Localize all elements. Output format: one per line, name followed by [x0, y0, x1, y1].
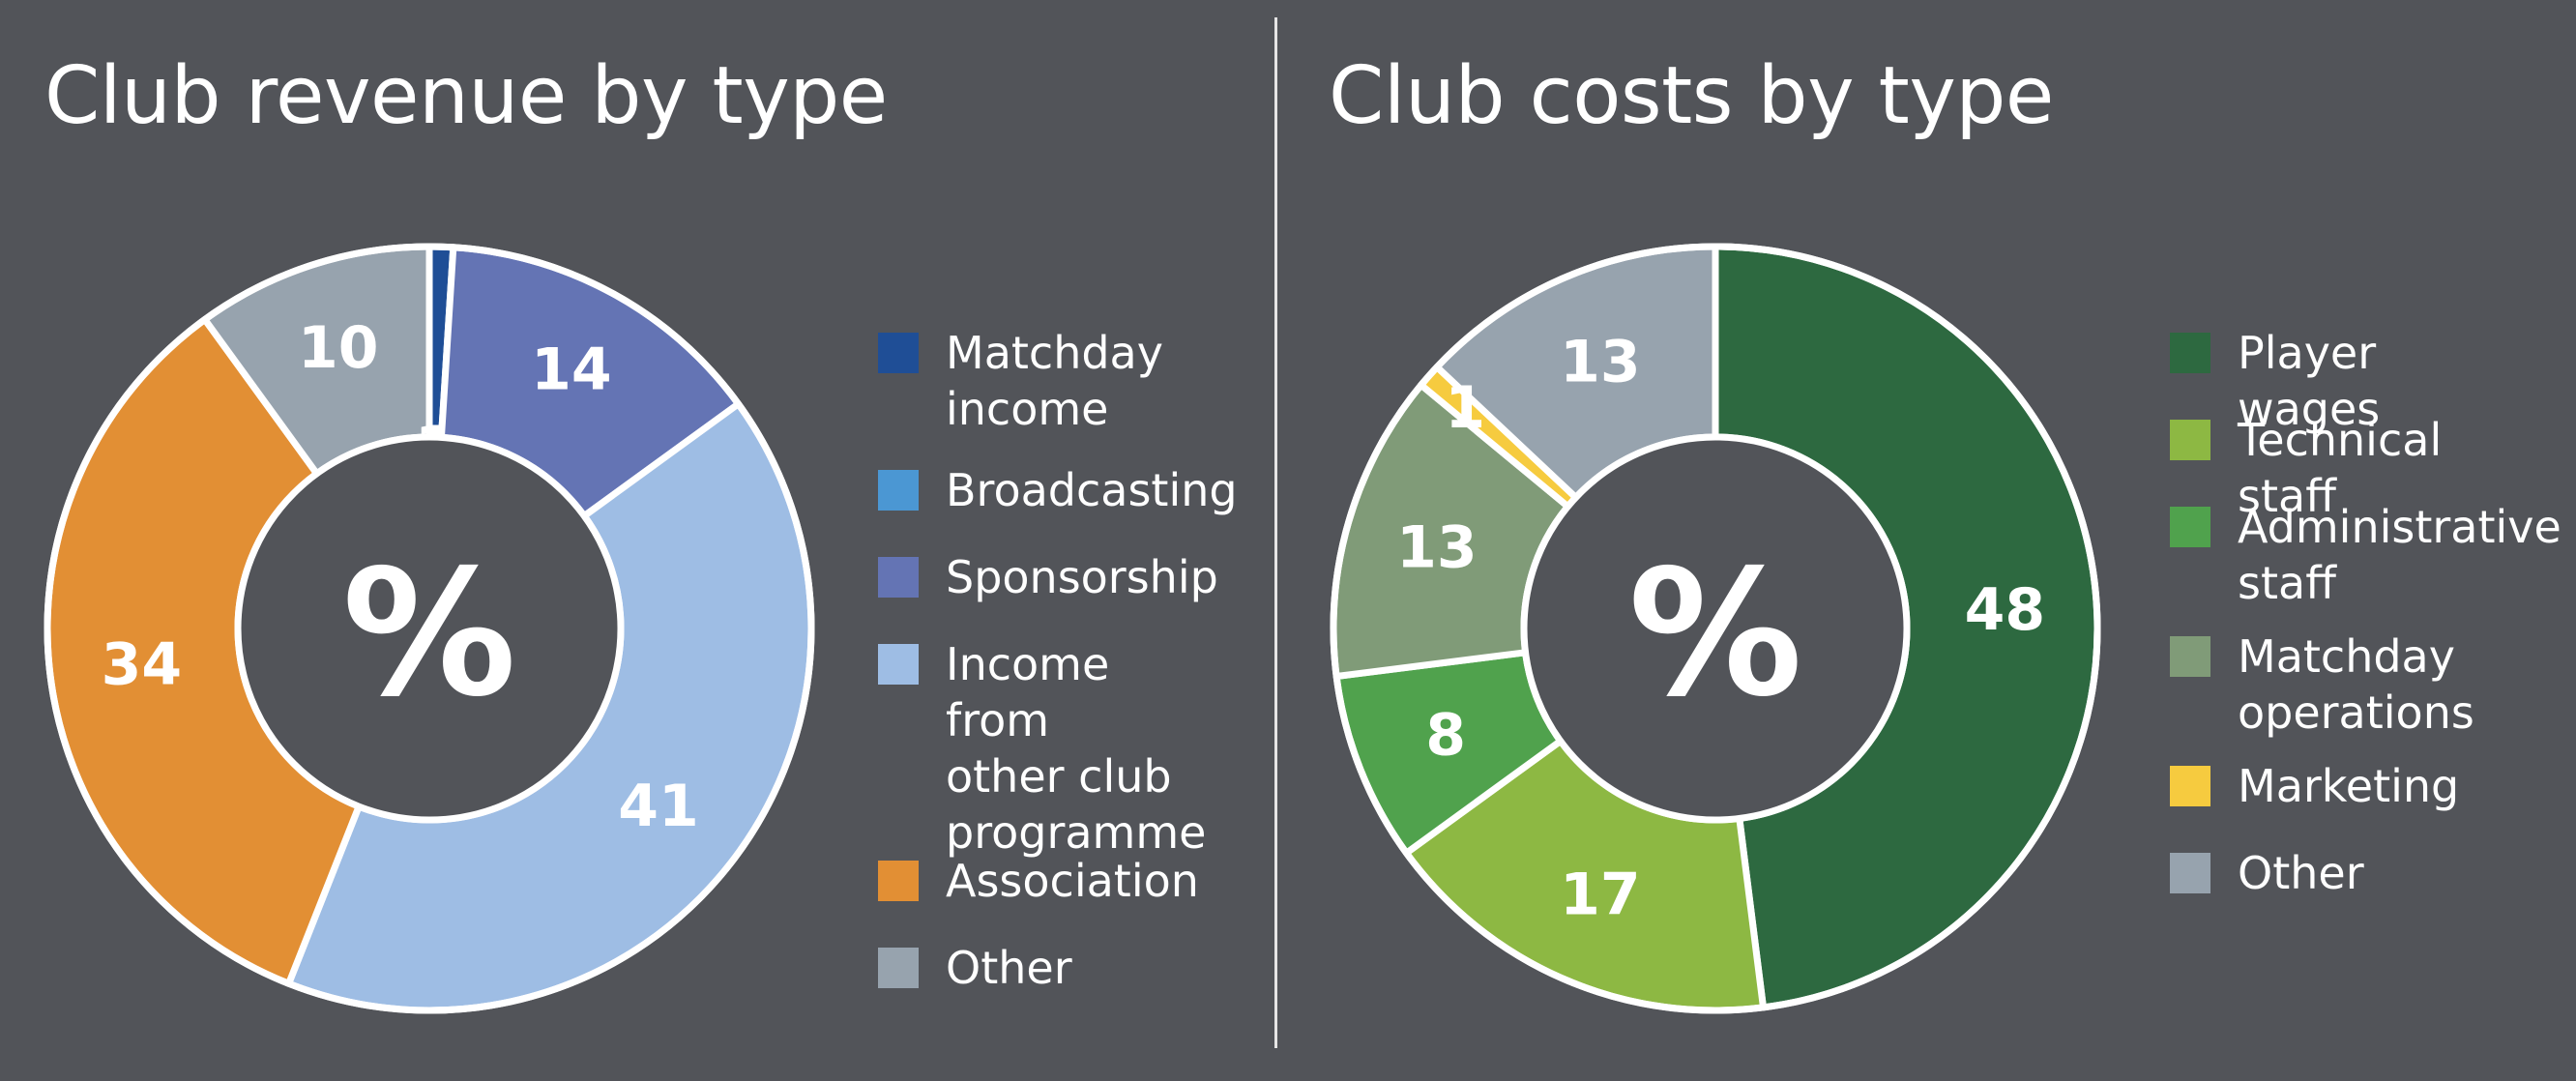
- costs-data-label-administrative-staff: 8: [1425, 701, 1466, 769]
- costs-legend-swatch: [2170, 507, 2210, 547]
- revenue-data-label-sponsorship: 14: [531, 336, 612, 404]
- panel-divider: [1274, 17, 1277, 1048]
- costs-data-label-matchday-operations: 13: [1396, 513, 1478, 581]
- costs-chart-title: Club costs by type: [1329, 50, 2054, 142]
- costs-data-label-marketing: 1: [1445, 374, 1485, 442]
- revenue-data-label-income-from-other-club-programme: 41: [618, 773, 699, 840]
- costs-legend-label: Technical staff: [2238, 414, 2443, 522]
- costs-legend-swatch: [2170, 420, 2210, 460]
- revenue-data-label-association: 34: [102, 631, 183, 699]
- revenue-legend-label: Other: [946, 942, 1072, 994]
- revenue-legend-swatch: [878, 557, 919, 598]
- costs-data-labels: 48 17 8 13 1 13: [1396, 329, 2045, 929]
- costs-legend-label: Player wages: [2238, 327, 2381, 435]
- costs-center-percent-label: %: [1628, 534, 1802, 736]
- costs-outer-ring: [1330, 243, 2101, 1014]
- costs-legend-label: Marketing: [2238, 760, 2460, 812]
- revenue-inner-ring: [234, 433, 625, 824]
- revenue-data-label-other: 10: [298, 314, 379, 382]
- costs-legend-label: Administrative staff: [2238, 501, 2561, 609]
- revenue-outer-ring: [44, 243, 815, 1014]
- revenue-chart-panel: Club revenue by type 114413410% Matchday…: [0, 0, 1274, 1081]
- costs-legend-label: Other: [2238, 847, 2364, 899]
- costs-legend-swatch: [2170, 333, 2210, 373]
- revenue-center-percent-label: %: [342, 534, 516, 736]
- costs-chart-panel: Club costs by type 48 17 8 13 1 13% Player wa…: [1274, 0, 2576, 1081]
- costs-data-label-player-wages: 48: [1965, 576, 2046, 644]
- costs-inner-ring: [1520, 433, 1911, 824]
- revenue-legend-label: Income from other club programme: [946, 638, 1207, 859]
- costs-data-label-technical-staff: 17: [1560, 861, 1641, 928]
- revenue-legend-swatch: [878, 644, 919, 685]
- revenue-chart-title: Club revenue by type: [44, 50, 888, 142]
- revenue-legend-label: Association: [946, 855, 1199, 907]
- revenue-legend-label: Sponsorship: [946, 551, 1218, 603]
- costs-legend-label: Matchday operations: [2238, 630, 2474, 739]
- revenue-legend-label: Matchday income: [946, 327, 1163, 435]
- costs-legend-swatch: [2170, 766, 2210, 806]
- costs-legend-swatch: [2170, 636, 2210, 677]
- costs-legend-swatch: [2170, 853, 2210, 893]
- revenue-legend-swatch: [878, 333, 919, 373]
- revenue-legend-label: Broadcasting: [946, 464, 1238, 516]
- costs-data-label-other: 13: [1560, 329, 1641, 396]
- revenue-legend-swatch: [878, 948, 919, 988]
- costs-donut-chart: 48 17 8 13 1 13%: [1330, 243, 2101, 1014]
- revenue-legend-swatch: [878, 861, 919, 901]
- revenue-legend-swatch: [878, 470, 919, 511]
- revenue-donut-chart: 114413410%: [44, 243, 815, 1014]
